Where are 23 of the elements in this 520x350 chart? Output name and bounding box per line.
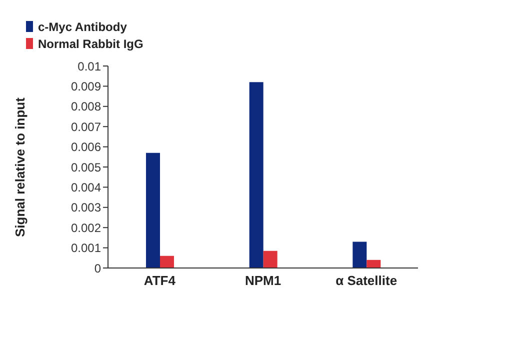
bar: [146, 152, 160, 268]
y-tick-label: 0.006: [70, 140, 102, 154]
bar: [263, 250, 278, 268]
y-tick-label: 0.007: [70, 120, 102, 134]
y-tick-label: 0.003: [70, 200, 102, 215]
y-tick-label: 0.009: [70, 79, 102, 94]
bar: [160, 256, 174, 268]
bar: [366, 260, 381, 268]
legend-label: c-Myc Antibody: [38, 20, 127, 34]
bar: [352, 242, 367, 268]
y-tick-label: 0.01: [78, 59, 102, 74]
x-tick-label: NPM1: [244, 273, 282, 288]
x-tick-label: ATF4: [144, 273, 176, 288]
y-tick-label: 0.002: [70, 220, 102, 235]
y-tick-label: 0.008: [70, 100, 102, 114]
y-axis-title: Signal relative to input: [12, 96, 28, 237]
bar: [249, 82, 264, 268]
y-tick-label: 0.005: [70, 160, 102, 174]
y-tick-label: 0.004: [70, 180, 102, 194]
x-tick-label: α Satellite: [336, 273, 398, 288]
y-tick-label: 0: [94, 261, 102, 276]
y-tick-label: 0.001: [70, 241, 102, 256]
legend-label: Normal Rabbit IgG: [38, 36, 144, 50]
